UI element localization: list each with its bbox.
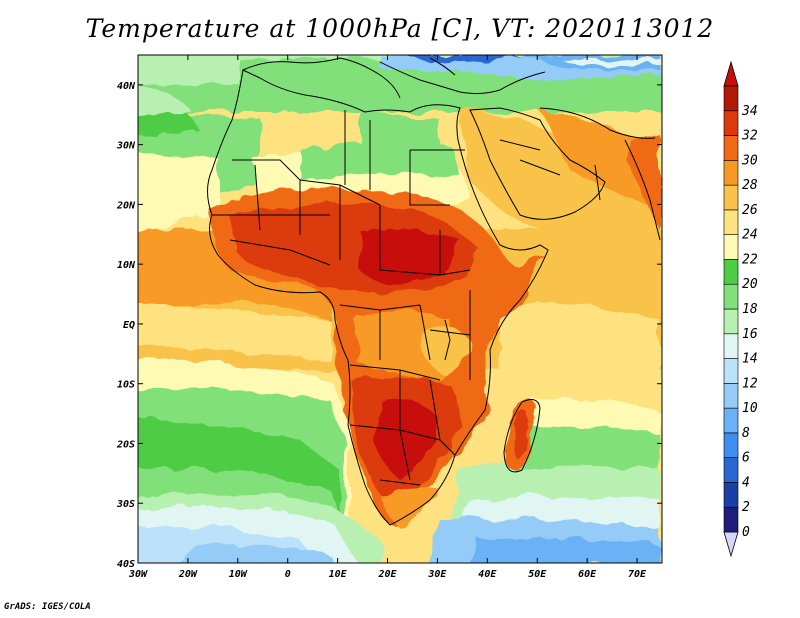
colorbar-label: 2 (742, 500, 750, 515)
colorbar-label: 16 (742, 327, 758, 342)
colorbar-segment (723, 457, 739, 483)
colorbar-label: 26 (742, 203, 758, 218)
colorbar-segment (723, 407, 739, 434)
lat-tick-label: 10S (117, 380, 135, 391)
lon-tick-label: 60E (578, 569, 597, 580)
lat-tick-label: 40N (117, 81, 136, 92)
plot-frame (137, 54, 663, 564)
lat-tick-label: 30S (116, 499, 135, 510)
colorbar-label: 22 (742, 252, 758, 267)
colorbar-label: 28 (742, 178, 758, 193)
colorbar-label: 4 (742, 475, 750, 490)
lat-tick-label: 20S (116, 439, 135, 450)
lon-tick-label: 20E (377, 569, 397, 580)
lon-tick-label: 10E (329, 569, 348, 580)
lon-tick-label: 50E (528, 569, 547, 580)
latitude-axis: 40N 30N 20N 10N EQ 10S 20S 30S 40S (116, 81, 662, 570)
lon-tick-label: 30W (128, 569, 148, 580)
credit-text: GrADS: IGES/COLA (4, 602, 91, 612)
colorbar-label: 18 (742, 302, 758, 317)
colorbar-over-arrow (723, 60, 739, 87)
colorbar-label: 8 (742, 426, 750, 441)
colorbar-segment (723, 283, 739, 310)
colorbar-segment (723, 160, 739, 186)
lon-tick-label: 10W (229, 569, 248, 580)
colorbar-segment (723, 432, 739, 458)
colorbar-segment (723, 358, 739, 384)
lat-tick-label: 20N (116, 200, 136, 211)
coastlines (207, 57, 661, 526)
colorbar-label: 24 (742, 228, 758, 243)
colorbar-label: 12 (742, 376, 758, 391)
lon-tick-label: 0 (285, 569, 291, 580)
colorbar-segment (723, 308, 739, 335)
lon-tick-label: 40E (478, 569, 497, 580)
lat-tick-label: EQ (123, 320, 135, 331)
lat-tick-label: 30N (116, 141, 136, 152)
colorbar-under-arrow (723, 531, 739, 558)
colorbar-segment (723, 234, 739, 260)
colorbar-label: 14 (742, 352, 758, 367)
colorbar-segment (723, 259, 739, 285)
lon-tick-label: 20W (178, 569, 198, 580)
lat-tick-label: 40S (117, 559, 135, 570)
colorbar-segment (723, 333, 739, 359)
longitude-axis: 30W 20W 10W 0 10E 20E 30E 40E 50E 60E 70E (128, 55, 647, 580)
colorbar-label: 20 (742, 277, 758, 292)
colorbar-segment (723, 506, 739, 533)
colorbar-segment (723, 85, 739, 112)
colorbar-segment (723, 209, 739, 235)
colorbar-segment (723, 383, 739, 409)
lon-tick-label: 70E (628, 569, 647, 580)
colorbar-label: 30 (741, 153, 758, 168)
colorbar-label: 0 (742, 525, 750, 540)
lon-tick-label: 30E (427, 569, 447, 580)
colorbar-segment (723, 110, 739, 136)
colorbar-label: 32 (741, 129, 758, 144)
colorbar-label: 34 (741, 104, 758, 119)
colorbar-segment (723, 482, 739, 508)
colorbar-label: 10 (742, 401, 758, 416)
colorbar-label: 6 (742, 451, 750, 466)
colorbar-segment (723, 184, 739, 211)
map-title: Temperature at 1000hPa [C], VT: 20201130… (85, 14, 715, 43)
lat-tick-label: 10N (117, 260, 136, 271)
temperature-field (138, 55, 662, 563)
colorbar-segment (723, 135, 739, 161)
